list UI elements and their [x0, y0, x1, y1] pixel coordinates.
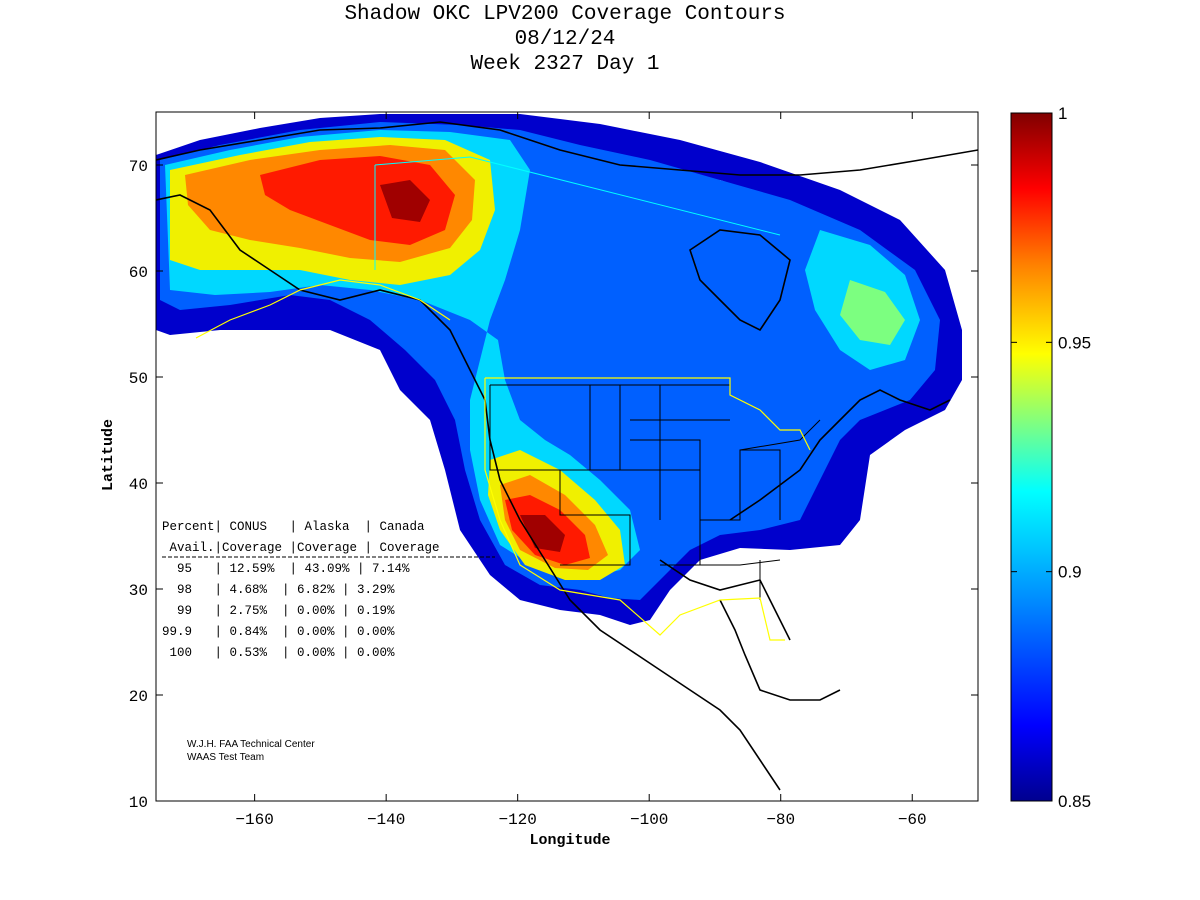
plot-frame — [155, 111, 979, 802]
x-tick-label: −160 — [235, 811, 273, 829]
chart-title: Shadow OKC LPV200 Coverage Contours — [344, 3, 786, 26]
table-row: 99 | 2.75% | 0.00% | 0.19% — [162, 604, 395, 618]
colorbar-ticks: 0.85 0.9 0.95 1 — [1011, 104, 1091, 811]
y-tick-label: 10 — [129, 794, 148, 812]
colorbar-tick-label: 0.95 — [1058, 333, 1091, 352]
y-tick-label: 30 — [129, 582, 148, 600]
table-row: 100 | 0.53% | 0.00% | 0.00% — [162, 646, 395, 660]
colorbar-tick-label: 0.85 — [1058, 792, 1091, 811]
contour-level-green — [840, 280, 905, 345]
contour-level-red — [260, 156, 590, 565]
table-header-1: Percent| CONUS | Alaska | Canada — [162, 520, 425, 534]
x-tick-label: −60 — [898, 811, 927, 829]
y-axis-ticks: 10 20 30 40 50 60 70 — [129, 158, 978, 812]
table-header-2: Avail.|Coverage |Coverage | Coverage — [162, 541, 440, 555]
coverage-contours — [156, 114, 978, 791]
service-area-boundary — [195, 279, 811, 641]
x-tick-label: −80 — [766, 811, 795, 829]
table-row: 98 | 4.68% | 6.82% | 3.29% — [162, 583, 395, 597]
colorbar-tick-label: 1 — [1058, 104, 1067, 123]
y-tick-label: 50 — [129, 370, 148, 388]
state-borders — [489, 384, 821, 600]
credit-line-1: W.J.H. FAA Technical Center — [187, 739, 315, 750]
colorbar — [1010, 112, 1053, 802]
chart-week-day: Week 2327 Day 1 — [470, 53, 660, 76]
y-tick-label: 60 — [129, 264, 148, 282]
y-axis-label: Latitude — [100, 419, 117, 491]
credit-line-2: WAAS Test Team — [187, 752, 264, 763]
colorbar-tick-label: 0.9 — [1058, 563, 1082, 582]
contour-level-yellow — [170, 137, 625, 580]
x-axis-label: Longitude — [529, 832, 610, 849]
region-boundary — [374, 156, 781, 270]
table-row: 99.9 | 0.84% | 0.00% | 0.00% — [162, 625, 395, 639]
x-tick-label: −140 — [367, 811, 405, 829]
table-row: 95 | 12.59% | 43.09% | 7.14% — [162, 562, 410, 576]
x-axis-ticks: −160 −140 −120 −100 −80 −60 — [235, 112, 927, 829]
contour-level-peak — [380, 180, 565, 552]
y-tick-label: 70 — [129, 158, 148, 176]
coverage-table: Percent| CONUS | Alaska | Canada Avail.|… — [162, 520, 495, 660]
chart-date: 08/12/24 — [514, 28, 616, 51]
y-tick-label: 20 — [129, 688, 148, 706]
y-tick-label: 40 — [129, 476, 148, 494]
x-tick-label: −100 — [630, 811, 668, 829]
x-tick-label: −120 — [498, 811, 536, 829]
